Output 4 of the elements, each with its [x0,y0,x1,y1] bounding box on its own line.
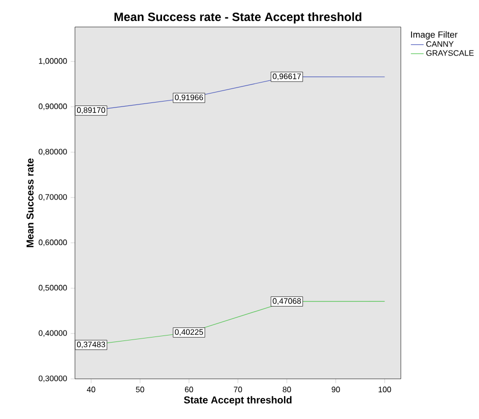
y-axis-title: Mean Success rate [26,158,34,248]
legend-title: Image Filter [411,31,458,40]
x-axis-title: State Accept threshold [184,396,292,406]
chart-title: Mean Success rate - State Accept threshold [114,12,362,24]
